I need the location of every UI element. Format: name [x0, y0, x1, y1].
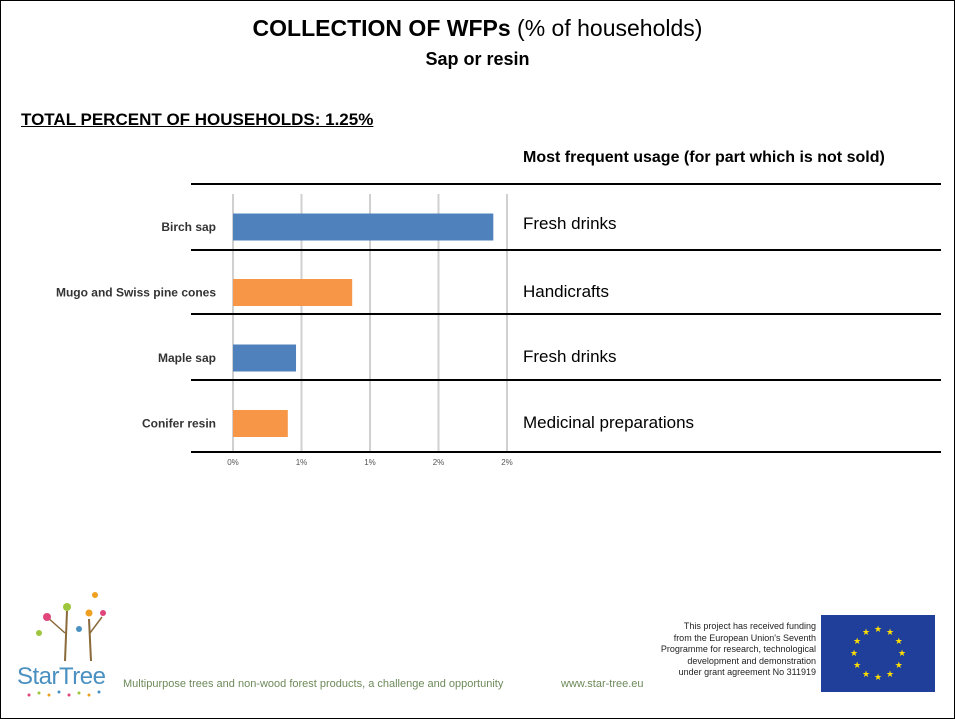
star-icon: ★	[853, 661, 861, 671]
footer-url[interactable]: www.star-tree.eu	[561, 678, 644, 690]
star-icon: ★	[895, 661, 903, 671]
star-icon: ★	[886, 670, 894, 680]
star-icon: ★	[862, 628, 870, 638]
slide-title: COLLECTION OF WFPs (% of households)	[1, 15, 954, 42]
star-icon: ★	[895, 637, 903, 647]
star-icon: ★	[886, 628, 894, 638]
x-tick-label: 2%	[433, 458, 445, 467]
star-icon: ★	[850, 649, 858, 659]
star-icon: ★	[862, 670, 870, 680]
usage-label: Fresh drinks	[523, 214, 617, 233]
title-bold: COLLECTION OF WFPs	[252, 15, 511, 41]
startree-logo	[27, 592, 106, 697]
bar	[233, 213, 494, 241]
bar	[233, 279, 353, 306]
footer-tagline: Multipurpose trees and non-wood forest p…	[123, 678, 504, 690]
x-tick-label: 1%	[364, 458, 376, 467]
usage-label: Handicrafts	[523, 282, 609, 301]
category-label: Conifer resin	[142, 417, 216, 431]
total-percent-label: TOTAL PERCENT OF HOUSEHOLDS: 1.25%	[21, 110, 374, 129]
x-tick-label: 1%	[296, 458, 308, 467]
usage-label: Fresh drinks	[523, 347, 617, 366]
slide-subtitle: Sap or resin	[425, 49, 530, 69]
funding-line: development and demonstration	[687, 655, 816, 666]
eu-flag: ★ ★ ★ ★ ★ ★ ★ ★ ★ ★ ★ ★	[821, 615, 935, 692]
funding-line: under grant agreement No 311919	[678, 667, 816, 677]
eu-stars: ★ ★★★★★★★★★★★	[850, 625, 906, 683]
x-tick-label: 2%	[501, 458, 513, 467]
star-icon: ★	[874, 625, 882, 635]
logo-wordmark: StarTree	[17, 663, 106, 690]
funding-line: This project has received funding	[683, 621, 816, 631]
star-icon: ★	[874, 673, 882, 683]
usage-column-header: Most frequent usage (for part which is n…	[523, 149, 885, 166]
usage-label: Medicinal preparations	[523, 413, 695, 432]
category-label: Birch sap	[161, 220, 216, 234]
bar	[233, 344, 297, 372]
x-tick-label: 0%	[227, 458, 239, 467]
category-label: Maple sap	[158, 351, 216, 365]
category-label: Mugo and Swiss pine cones	[56, 286, 216, 300]
bar	[233, 410, 288, 437]
star-icon: ★	[853, 637, 861, 647]
funding-line: from the European Union's Seventh	[673, 632, 816, 643]
funding-statement: This project has received funding from t…	[641, 621, 816, 679]
star-icon: ★	[898, 649, 906, 659]
title-rest: (% of households)	[510, 15, 703, 41]
funding-line: Programme for research, technological	[660, 644, 816, 654]
